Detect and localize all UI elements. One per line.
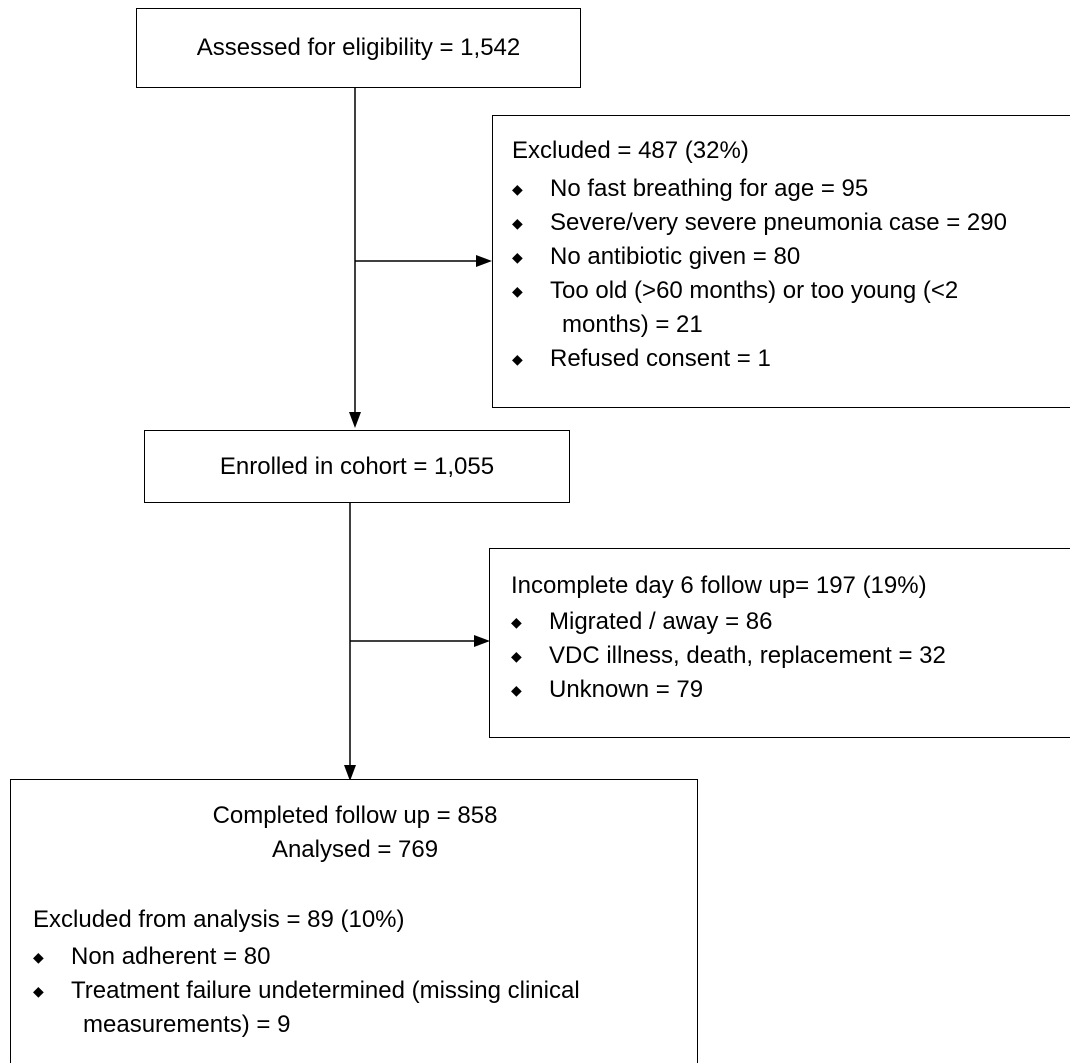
diamond-bullet-icon: ◆: [512, 249, 523, 265]
arrowhead-completed: [344, 765, 356, 781]
diamond-bullet-icon: ◆: [512, 181, 523, 197]
diamond-bullet-icon: ◆: [511, 682, 522, 698]
diamond-bullet-icon: ◆: [512, 351, 523, 367]
arrowhead-incomplete: [474, 635, 490, 647]
excluded-list: ◆ No fast breathing for age = 95 ◆ Severe/…: [512, 172, 1007, 376]
analysed-line: Analysed = 769: [271, 836, 439, 863]
diamond-bullet-icon: ◆: [512, 215, 523, 231]
diamond-bullet-icon: ◆: [33, 983, 44, 999]
list-item: ◆ Migrated / away = 86: [511, 605, 946, 639]
excluded-analysis-heading: Excluded from analysis = 89 (10%): [33, 906, 405, 933]
completed-line: Completed follow up = 858: [212, 802, 498, 829]
list-item: ◆ Severe/very severe pneumonia case = 290: [512, 206, 1007, 240]
list-item: ◆ Refused consent = 1: [512, 342, 1007, 376]
list-item: ◆ Non adherent = 80: [33, 940, 580, 974]
enrolled-box: Enrolled in cohort = 1,055: [144, 430, 570, 503]
list-item: ◆ No antibiotic given = 80: [512, 240, 1007, 274]
diamond-bullet-icon: ◆: [511, 614, 522, 630]
diamond-bullet-icon: ◆: [512, 283, 523, 299]
arrowhead-excluded: [476, 255, 492, 267]
list-item: ◆ No fast breathing for age = 95: [512, 172, 1007, 206]
list-item: ◆ VDC illness, death, replacement = 32: [511, 639, 946, 673]
excluded-analysis-list: ◆ Non adherent = 80 ◆ Treatment failure un…: [33, 940, 580, 1042]
assessed-box: Assessed for eligibility = 1,542: [136, 8, 581, 88]
arrowhead-enrolled: [349, 412, 361, 428]
list-item: ◆ Too old (>60 months) or too young (<2 mo…: [512, 274, 1007, 342]
list-item: ◆ Unknown = 79: [511, 673, 946, 707]
enrolled-label: Enrolled in cohort = 1,055: [219, 452, 495, 480]
list-item: ◆ Treatment failure undetermined (missing…: [33, 974, 580, 1042]
diamond-bullet-icon: ◆: [511, 648, 522, 664]
assessed-label: Assessed for eligibility = 1,542: [196, 34, 521, 61]
completed-box: Completed follow up = 858 Analysed = 769…: [10, 779, 698, 1063]
incomplete-box: Incomplete day 6 follow up= 197 (19%) ◆ M…: [489, 548, 1070, 738]
excluded-box: Excluded = 487 (32%) ◆ No fast breathing …: [492, 115, 1070, 408]
incomplete-heading: Incomplete day 6 follow up= 197 (19%): [511, 572, 927, 599]
incomplete-list: ◆ Migrated / away = 86 ◆ VDC illness, deat…: [511, 605, 946, 707]
diamond-bullet-icon: ◆: [33, 949, 44, 965]
excluded-heading: Excluded = 487 (32%): [512, 137, 749, 164]
